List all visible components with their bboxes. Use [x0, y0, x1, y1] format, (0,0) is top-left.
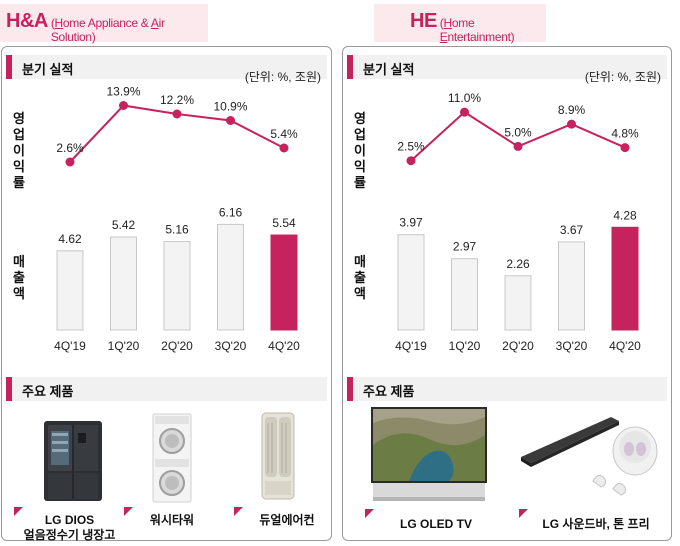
ha-product-name-1: 워시타워 — [149, 513, 195, 527]
x-tick-label: 4Q'20 — [268, 339, 300, 353]
ha-main-products-bar: 주요 제품 — [6, 377, 327, 401]
ha-quarterly-results-bar: 분기 실적 — [6, 55, 327, 79]
he-segment-full-name: (Home Entertainment) — [439, 16, 515, 44]
operating-margin-data-label: 12.2% — [160, 93, 194, 107]
operating-margin-data-label: 13.9% — [106, 85, 140, 99]
he-quarterly-results-bar: 분기 실적 — [347, 55, 667, 79]
sales-bar — [451, 258, 478, 331]
ha-quarterly-results-title: 분기 실적 — [22, 62, 74, 77]
ha-chart: 2.6% 13.9% 12.2% 10.9% 5.4% 4.62 4Q'19 5.42 1Q'2… — [54, 85, 300, 354]
section-marker — [6, 377, 12, 401]
section-marker — [6, 55, 12, 79]
sales-bar — [611, 226, 639, 331]
x-tick-label: 2Q'20 — [161, 339, 193, 353]
soundbar-icon — [521, 417, 658, 496]
ha-segment-full-name: (Home Appliance & Air Solution) — [50, 16, 165, 44]
operating-margin-data-label: 2.6% — [56, 141, 84, 155]
ha-product-name-0: LG DIOS 얼음정수기 냉장고 — [23, 513, 116, 542]
he-product-name-0: LG OLED TV — [400, 517, 472, 531]
operating-margin-data-label: 2.5% — [397, 140, 425, 154]
he-segment-name: HE — [410, 10, 437, 32]
x-tick-label: 4Q'19 — [54, 339, 86, 353]
operating-margin-point — [620, 143, 630, 153]
sales-bar — [397, 234, 425, 331]
oled-tv-icon — [371, 407, 487, 501]
sales-bar — [504, 275, 532, 331]
sales-bar — [56, 250, 84, 331]
operating-margin-data-label: 8.9% — [558, 103, 586, 117]
x-tick-label: 4Q'20 — [609, 339, 641, 353]
sales-data-label: 4.28 — [613, 208, 637, 222]
ha-segment-name: H&A — [6, 10, 48, 32]
operating-margin-point — [226, 116, 235, 125]
sales-data-label: 6.16 — [219, 205, 243, 219]
operating-margin-point — [172, 109, 182, 119]
ha-main-products-title: 주요 제품 — [22, 384, 74, 399]
x-tick-label: 3Q'20 — [215, 339, 247, 353]
product-marker — [519, 509, 528, 518]
operating-margin-data-label: 4.8% — [611, 127, 639, 141]
he-product-name-1: LG 사운드바, 톤 프리 — [542, 517, 650, 531]
operating-margin-data-label: 5.0% — [504, 125, 532, 139]
operating-margin-point — [279, 143, 289, 153]
operating-margin-data-label: 11.0% — [448, 91, 481, 105]
sales-data-label: 4.62 — [58, 232, 82, 246]
operating-margin-point — [65, 157, 75, 167]
sales-bar — [217, 223, 244, 331]
x-tick-label: 1Q'20 — [449, 339, 481, 353]
ha-segment-header: H&A (Home Appliance & Air Solution) — [0, 4, 208, 44]
sales-bar — [270, 234, 298, 331]
operating-margin-point — [567, 119, 576, 129]
operating-margin-data-label: 5.4% — [270, 127, 298, 141]
sales-bar — [163, 241, 191, 331]
ha-unit-label: (단위: %, 조원) — [244, 70, 321, 84]
sales-data-label: 3.67 — [560, 223, 584, 237]
x-tick-label: 1Q'20 — [108, 339, 140, 353]
product-marker — [365, 509, 374, 518]
product-marker — [124, 507, 133, 516]
sales-bar — [558, 241, 585, 331]
washtower-icon — [152, 413, 192, 503]
operating-margin-point — [406, 156, 416, 166]
section-marker — [347, 55, 353, 79]
x-tick-label: 3Q'20 — [556, 339, 588, 353]
product-marker — [14, 507, 23, 516]
he-segment-header: HE (Home Entertainment) — [374, 4, 546, 44]
operating-margin-point — [460, 107, 469, 117]
sales-data-label: 2.97 — [453, 240, 477, 254]
product-marker — [234, 507, 243, 516]
sales-data-label: 3.97 — [399, 216, 423, 230]
sales-data-label: 2.26 — [506, 257, 530, 271]
sales-data-label: 5.54 — [272, 216, 296, 230]
he-quarterly-results-title: 분기 실적 — [363, 62, 415, 77]
air-conditioner-icon — [261, 412, 295, 500]
he-main-products-bar: 주요 제품 — [347, 377, 667, 401]
operating-margin-data-label: 10.9% — [213, 100, 247, 114]
ha-product-name-2: 듀얼에어컨 — [259, 513, 315, 527]
operating-margin-point — [119, 101, 128, 110]
sales-data-label: 5.16 — [165, 223, 189, 237]
operating-margin-point — [513, 141, 523, 151]
sales-data-label: 5.42 — [112, 218, 136, 232]
sales-bar — [110, 236, 137, 331]
x-tick-label: 2Q'20 — [502, 339, 534, 353]
he-chart: 2.5% 11.0% 5.0% 8.9% 4.8% 3.97 4Q'19 2.97 1Q'20 2… — [395, 91, 641, 353]
he-unit-label: (단위: %, 조원) — [584, 70, 661, 84]
he-main-products-title: 주요 제품 — [363, 384, 415, 399]
fridge-icon — [44, 421, 102, 501]
section-marker — [347, 377, 353, 401]
x-tick-label: 4Q'19 — [395, 339, 427, 353]
